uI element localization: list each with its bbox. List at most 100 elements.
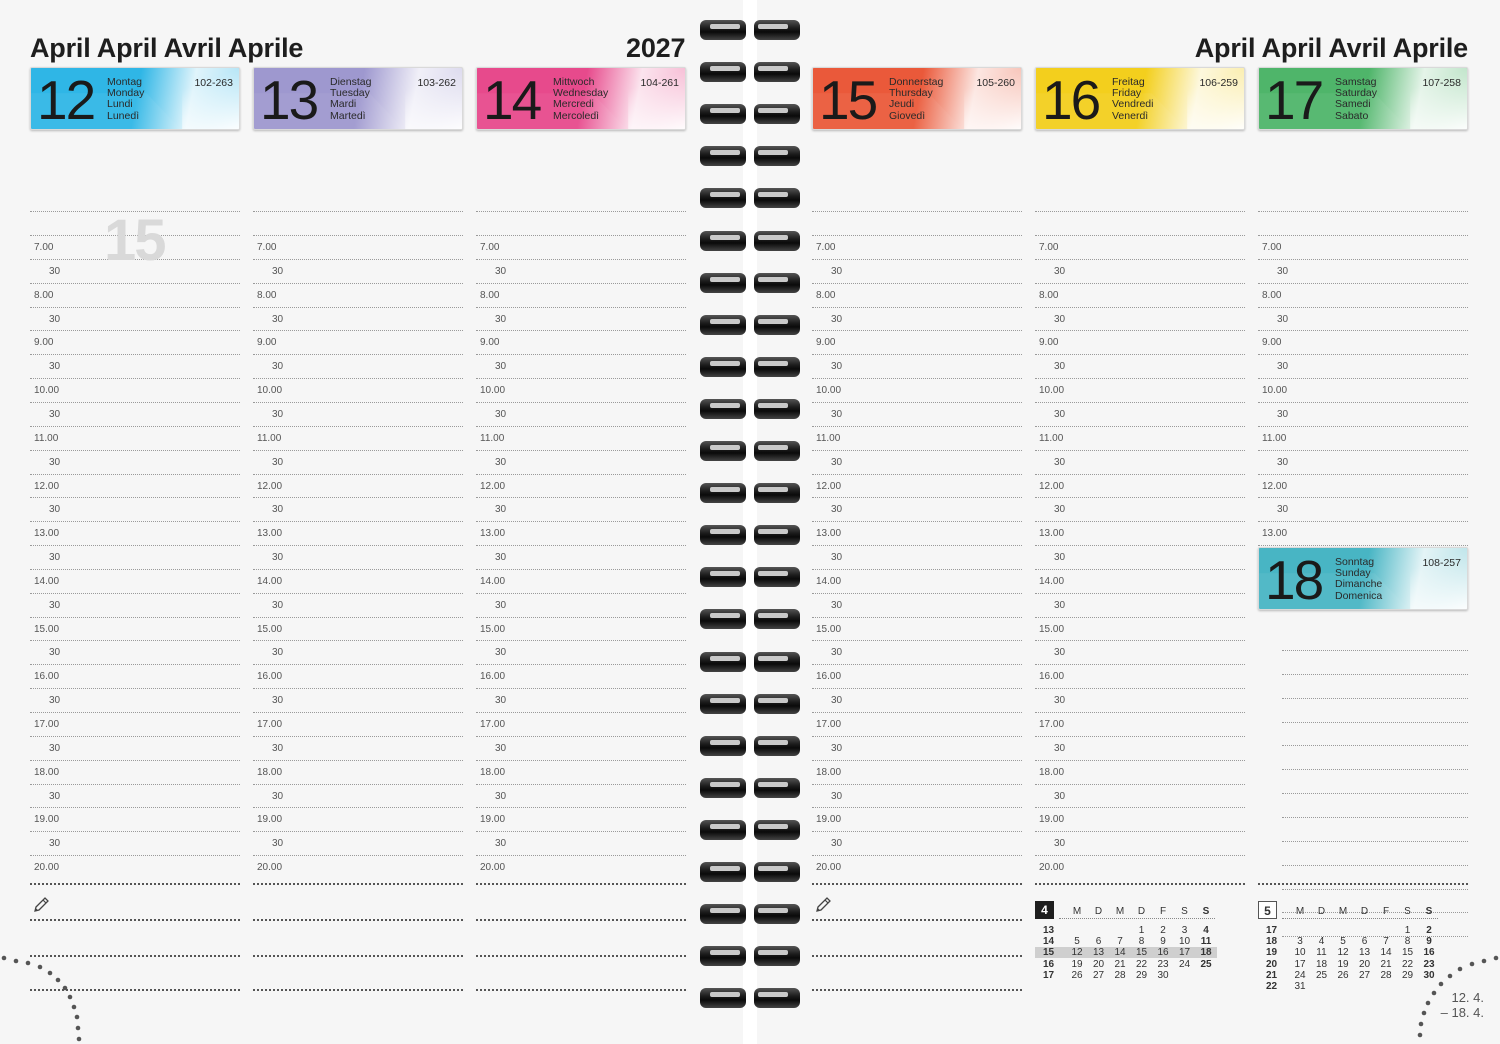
- time-slot[interactable]: 30: [253, 522, 463, 563]
- sunday-line[interactable]: [1282, 699, 1468, 723]
- time-slot[interactable]: 11.00: [1035, 403, 1245, 444]
- time-slot[interactable]: 20.00: [476, 832, 686, 873]
- time-slot[interactable]: 12.00: [1035, 451, 1245, 492]
- time-slot[interactable]: 30: [30, 379, 240, 420]
- time-slot[interactable]: 12.00: [253, 451, 463, 492]
- time-slot[interactable]: 9.00: [812, 307, 1022, 348]
- time-slot[interactable]: 30: [30, 236, 240, 277]
- time-slot[interactable]: 30: [812, 713, 1022, 754]
- time-slot[interactable]: 12.00: [30, 451, 240, 492]
- time-slot[interactable]: 20.00: [812, 832, 1022, 873]
- time-slot[interactable]: 30: [30, 665, 240, 706]
- time-slot[interactable]: 30: [476, 379, 686, 420]
- sunday-line[interactable]: [1282, 842, 1468, 866]
- note-line[interactable]: [476, 883, 686, 885]
- time-slot[interactable]: 30: [1035, 665, 1245, 706]
- time-slot[interactable]: 16.00: [476, 641, 686, 682]
- time-slot[interactable]: 16.00: [812, 641, 1022, 682]
- time-slot[interactable]: 9.00: [30, 307, 240, 348]
- time-slot[interactable]: 7.00: [812, 212, 1022, 253]
- time-slot[interactable]: 14.00: [253, 546, 463, 587]
- note-line[interactable]: [30, 919, 240, 921]
- time-slot[interactable]: 30: [1035, 427, 1245, 468]
- time-slot[interactable]: 20.00: [253, 832, 463, 873]
- time-slot[interactable]: 14.00: [1035, 546, 1245, 587]
- sunday-line[interactable]: [1282, 627, 1468, 651]
- sunday-line[interactable]: [1282, 770, 1468, 795]
- time-slot[interactable]: 11.00: [253, 403, 463, 444]
- time-slot[interactable]: 13.00: [812, 498, 1022, 539]
- time-slot[interactable]: 30: [812, 331, 1022, 372]
- time-slot[interactable]: 19.00: [812, 784, 1022, 825]
- time-slot[interactable]: 30: [476, 427, 686, 468]
- time-slot[interactable]: 30: [812, 570, 1022, 611]
- time-slot[interactable]: 30: [30, 808, 240, 849]
- note-line[interactable]: [253, 883, 463, 885]
- time-slot[interactable]: 30: [1035, 522, 1245, 563]
- time-slot[interactable]: 9.00: [1258, 307, 1468, 348]
- time-slot[interactable]: 30: [1035, 474, 1245, 515]
- time-slot[interactable]: 30: [812, 379, 1022, 420]
- note-line[interactable]: [476, 955, 686, 957]
- time-slot[interactable]: 30: [253, 236, 463, 277]
- time-slot[interactable]: 30: [812, 236, 1022, 277]
- time-slot[interactable]: 9.00: [1035, 307, 1245, 348]
- time-slot[interactable]: 17.00: [1035, 689, 1245, 730]
- time-slot[interactable]: 8.00: [476, 260, 686, 301]
- note-line[interactable]: [30, 955, 240, 957]
- time-slot[interactable]: 30: [253, 331, 463, 372]
- time-slot[interactable]: 11.00: [30, 403, 240, 444]
- time-slot[interactable]: 30: [1258, 379, 1468, 420]
- time-slot[interactable]: 11.00: [812, 403, 1022, 444]
- time-slot[interactable]: 30: [30, 427, 240, 468]
- time-slot[interactable]: 30: [253, 570, 463, 611]
- time-slot[interactable]: 30: [812, 522, 1022, 563]
- note-line[interactable]: [30, 989, 240, 991]
- note-line[interactable]: [30, 883, 240, 885]
- time-slot[interactable]: 30: [30, 713, 240, 754]
- time-slot[interactable]: 30: [253, 474, 463, 515]
- time-slot[interactable]: 30: [1258, 522, 1468, 563]
- time-slot[interactable]: 14.00: [476, 546, 686, 587]
- time-slot[interactable]: 15.00: [253, 594, 463, 635]
- time-slot[interactable]: 8.00: [253, 260, 463, 301]
- time-slot[interactable]: 30: [253, 284, 463, 325]
- time-slot[interactable]: 17.00: [30, 689, 240, 730]
- time-slot[interactable]: 18.00: [1035, 737, 1245, 778]
- note-line[interactable]: [476, 919, 686, 921]
- sunday-line[interactable]: [1282, 818, 1468, 842]
- time-slot[interactable]: 30: [476, 284, 686, 325]
- time-slot[interactable]: 13.00: [476, 498, 686, 539]
- note-line[interactable]: [476, 989, 686, 991]
- time-slot[interactable]: 30: [30, 570, 240, 611]
- time-slot[interactable]: 30: [812, 474, 1022, 515]
- time-slot[interactable]: 17.00: [476, 689, 686, 730]
- time-slot[interactable]: 12.00: [1258, 451, 1468, 492]
- time-slot[interactable]: 30: [30, 284, 240, 325]
- sunday-line[interactable]: [1282, 794, 1468, 818]
- time-slot[interactable]: 30: [476, 617, 686, 658]
- time-slot[interactable]: 30: [30, 522, 240, 563]
- note-line[interactable]: [1258, 883, 1468, 885]
- time-slot[interactable]: 11.00: [1258, 403, 1468, 444]
- time-slot[interactable]: 30: [476, 761, 686, 802]
- time-slot[interactable]: 11.00: [476, 403, 686, 444]
- time-slot[interactable]: 13.00: [1258, 498, 1468, 539]
- sunday-line[interactable]: [1282, 913, 1468, 938]
- note-line[interactable]: [812, 883, 1022, 885]
- time-slot[interactable]: 30: [1035, 808, 1245, 849]
- time-slot[interactable]: 30: [1035, 761, 1245, 802]
- time-slot[interactable]: 30: [1035, 284, 1245, 325]
- time-slot[interactable]: 10.00: [30, 355, 240, 396]
- time-slot[interactable]: 15.00: [30, 594, 240, 635]
- time-slot[interactable]: 30: [1035, 617, 1245, 658]
- time-slot[interactable]: 8.00: [30, 260, 240, 301]
- time-slot[interactable]: 30: [1035, 379, 1245, 420]
- time-slot[interactable]: 30: [476, 665, 686, 706]
- time-slot[interactable]: 30: [1035, 570, 1245, 611]
- time-slot[interactable]: 10.00: [1258, 355, 1468, 396]
- time-slot[interactable]: 10.00: [1035, 355, 1245, 396]
- time-slot[interactable]: 17.00: [812, 689, 1022, 730]
- time-slot[interactable]: 30: [1035, 713, 1245, 754]
- time-slot[interactable]: 18.00: [253, 737, 463, 778]
